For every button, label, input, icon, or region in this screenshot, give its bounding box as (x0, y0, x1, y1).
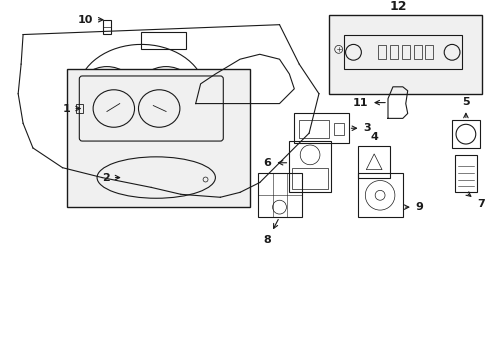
Bar (358, 146, 389, 177)
Bar (141, 32, 185, 49)
Bar (257, 172, 302, 217)
Text: 2: 2 (102, 172, 120, 183)
Text: 5: 5 (461, 96, 469, 118)
Text: 10: 10 (78, 15, 102, 25)
Bar (358, 172, 402, 217)
Bar (328, 15, 481, 94)
Text: 12: 12 (388, 0, 406, 13)
Bar (451, 120, 479, 148)
Bar (425, 45, 432, 59)
Bar (289, 141, 330, 192)
Text: 9: 9 (404, 202, 423, 212)
Text: 8: 8 (263, 220, 278, 245)
Text: 7: 7 (465, 192, 484, 209)
Bar (294, 113, 348, 143)
Bar (389, 45, 397, 59)
Bar (103, 20, 111, 33)
Text: 11: 11 (352, 98, 385, 108)
Bar (454, 155, 476, 192)
Bar (413, 45, 421, 59)
Text: 4: 4 (369, 132, 377, 142)
Bar (67, 69, 249, 207)
Bar (76, 104, 83, 113)
Bar (401, 45, 409, 59)
Text: 6: 6 (263, 158, 286, 168)
Text: 1: 1 (62, 104, 80, 113)
Text: 3: 3 (350, 123, 370, 133)
Bar (292, 168, 327, 189)
Bar (343, 35, 461, 69)
Bar (299, 120, 328, 138)
Bar (377, 45, 385, 59)
Bar (333, 123, 343, 135)
